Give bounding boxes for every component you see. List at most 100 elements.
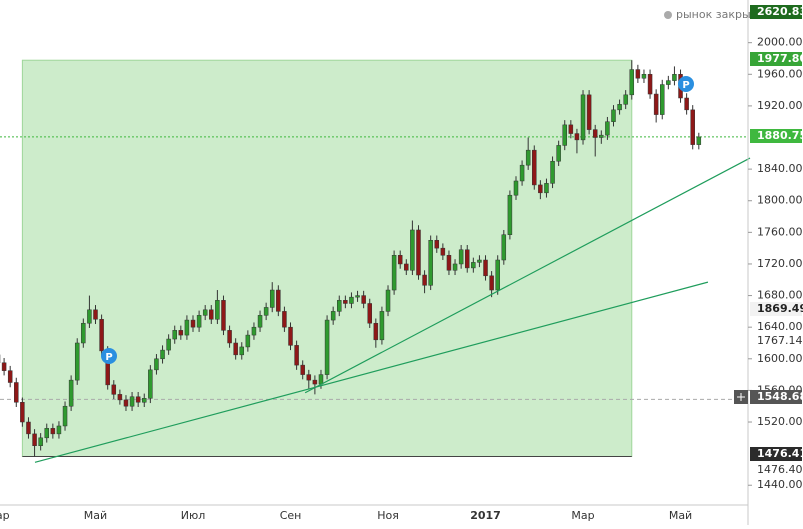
candle-body [349, 296, 354, 304]
candle-body [611, 109, 616, 122]
candle-body [239, 346, 245, 356]
candle-body [99, 319, 104, 352]
candle-body [87, 309, 92, 324]
plot-area [0, 59, 751, 463]
candle-body [397, 255, 403, 265]
price-badge [750, 302, 802, 316]
candle-body [142, 398, 147, 403]
candle-body [684, 97, 689, 111]
candle-body [458, 249, 464, 265]
candle-body [129, 396, 135, 407]
y-tick-label: 1440.00 [757, 478, 803, 491]
candle-body [440, 247, 446, 256]
candle-body [452, 263, 458, 271]
price-label: 1767.14 [757, 334, 803, 347]
candle-body [501, 234, 507, 261]
candle-body [166, 338, 171, 351]
price-badge [750, 390, 802, 404]
y-tick-label: 1960.00 [757, 67, 803, 80]
candle-body [361, 295, 366, 304]
trend-line [34, 281, 709, 463]
candle-body [690, 109, 695, 145]
candle-body [263, 307, 269, 316]
candle-body [337, 300, 342, 312]
candle-body [324, 319, 330, 375]
x-tick-label: 2017 [470, 509, 501, 522]
y-tick-label: 1840.00 [757, 162, 803, 175]
candle-body [26, 421, 31, 435]
candle-body [148, 369, 153, 399]
x-tick-label: Июл [181, 509, 206, 522]
candle-body [434, 240, 440, 249]
candle-body [1, 362, 7, 371]
x-tick-label: Мар [571, 509, 594, 522]
x-tick-label: Мар [0, 509, 10, 522]
price-label: 1880.75 [757, 129, 803, 142]
candle-body [117, 394, 123, 401]
candle-body [580, 94, 586, 141]
candle-body [56, 425, 62, 435]
candle-body [495, 259, 500, 291]
price-badge [750, 5, 802, 19]
candle-body [38, 437, 43, 446]
candle-body [635, 69, 641, 79]
candle-body [300, 364, 305, 375]
candle-body [410, 229, 415, 271]
candle-body [74, 342, 80, 381]
candle-body [190, 319, 196, 328]
candle-body [367, 303, 372, 324]
candle-body [20, 402, 25, 423]
event-marker-label: P [682, 80, 689, 91]
candle-body [507, 194, 513, 235]
y-tick-label: 1600.00 [757, 352, 803, 365]
candle-body [32, 433, 37, 446]
y-tick-label: 1720.00 [757, 257, 803, 270]
candle-body [404, 263, 409, 271]
candle-body [343, 300, 348, 304]
price-label: 1869.49 [757, 302, 803, 315]
candle-body [489, 275, 494, 291]
price-badge [750, 52, 802, 66]
candle-body [617, 104, 622, 111]
candle-body [477, 259, 482, 263]
status-dot [664, 11, 672, 19]
candle-body [288, 326, 293, 346]
candle-body [312, 379, 318, 385]
candle-body [629, 69, 635, 96]
candle-body [209, 309, 214, 320]
candle-body [599, 134, 604, 138]
candle-body [592, 129, 598, 138]
price-label: 1476.41 [757, 447, 803, 460]
y-tick-label: 1920.00 [757, 99, 803, 112]
price-label: 1476.40 [757, 463, 803, 476]
candle-body [355, 295, 360, 298]
trend-line [304, 157, 751, 394]
candle-body [318, 374, 324, 385]
candle-body [276, 289, 281, 312]
candle-body [532, 149, 537, 186]
candle-body [215, 300, 220, 320]
candle-body [647, 74, 653, 95]
y-tick-label: 1800.00 [757, 194, 803, 207]
candle-body [519, 164, 525, 182]
candle-body [172, 330, 177, 340]
candle-body [483, 259, 488, 277]
candle-body [464, 249, 470, 269]
x-tick-label: Май [669, 509, 692, 522]
candle-body [641, 74, 647, 79]
candle-body [659, 84, 665, 115]
x-tick-label: Ноя [377, 509, 399, 522]
price-badge [750, 447, 802, 461]
candle-body [233, 342, 238, 356]
candle-body [178, 330, 184, 336]
candle-body [538, 184, 543, 194]
candle-body [160, 349, 165, 360]
x-tick-label: Сен [280, 509, 302, 522]
market-status: рынок закрыт [676, 8, 758, 21]
range-box [21, 59, 633, 457]
candle-body [257, 315, 263, 328]
candle-body [245, 334, 251, 348]
candle-body [269, 289, 275, 308]
candle-body [62, 405, 68, 427]
